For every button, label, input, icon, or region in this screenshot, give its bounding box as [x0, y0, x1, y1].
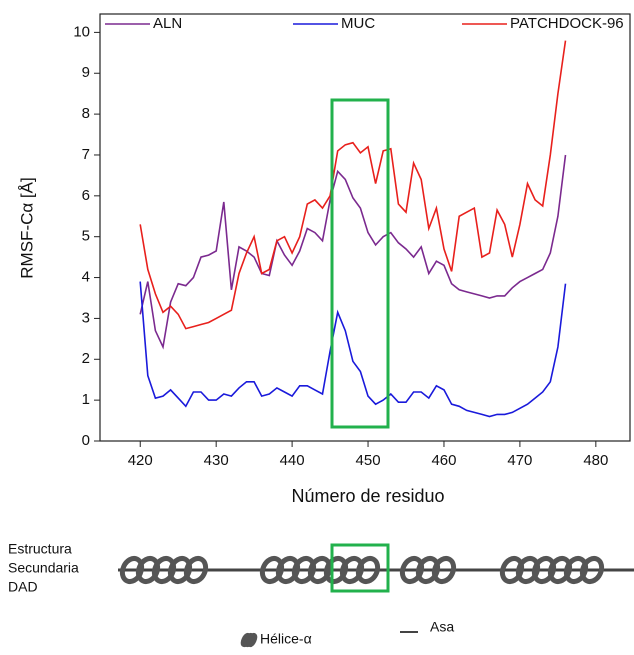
legend-label: ALN [153, 15, 182, 32]
legend-label: Asa [430, 619, 454, 635]
y-tick-label: 5 [82, 228, 90, 245]
helix-turn [579, 555, 605, 585]
x-tick-label: 450 [356, 452, 381, 469]
y-tick-label: 2 [82, 350, 90, 367]
x-tick-label: 420 [128, 452, 153, 469]
plot-frame [99, 13, 631, 442]
y-tick-label: 10 [73, 23, 90, 40]
y-tick-label: 1 [82, 391, 90, 408]
structure-label: Secundaria [8, 560, 79, 576]
legend-label: MUC [341, 15, 375, 32]
legend-helix-icon [240, 632, 258, 648]
x-tick-label: 440 [280, 452, 305, 469]
highlight-box [330, 98, 390, 429]
y-tick-label: 3 [82, 309, 90, 326]
series-line [139, 281, 567, 418]
helix-turn [355, 555, 381, 585]
structure-label: Estructura [8, 541, 72, 557]
x-axis-label: Número de residuo [291, 486, 444, 506]
helix-turn [183, 555, 209, 585]
series-line [139, 40, 567, 330]
x-tick-label: 430 [204, 452, 229, 469]
y-tick-label: 4 [82, 269, 90, 286]
y-tick-label: 8 [82, 105, 90, 122]
legend-label: Hélice-α [260, 631, 312, 647]
y-axis-label: RMSF-Cα [Å] [17, 177, 36, 278]
helices [119, 555, 605, 585]
x-tick-label: 470 [507, 452, 532, 469]
helix-turn [431, 555, 457, 585]
y-tick-label: 7 [82, 146, 90, 163]
structure-label: DAD [8, 579, 38, 595]
plot: 0 1 2 3 4 5 6 7 8 9 10 420 430 440 450 460 470 480 ALN MUC P… [73, 13, 631, 469]
series-line [139, 154, 567, 350]
helix-turn [246, 632, 258, 648]
highlight-box [330, 543, 390, 593]
x-tick-label: 480 [583, 452, 608, 469]
y-tick-label: 6 [82, 187, 90, 204]
x-tick-label: 460 [431, 452, 456, 469]
legend-label: PATCHDOCK-96 [510, 15, 624, 32]
y-tick-label: 0 [82, 432, 90, 449]
y-tick-label: 9 [82, 64, 90, 81]
